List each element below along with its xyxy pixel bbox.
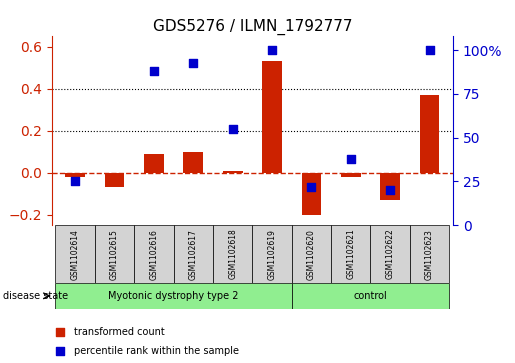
Bar: [420, 95, 439, 173]
FancyBboxPatch shape: [410, 225, 449, 283]
Text: GSM1102615: GSM1102615: [110, 229, 119, 280]
Bar: [144, 154, 164, 173]
FancyBboxPatch shape: [95, 225, 134, 283]
Point: [321, 58, 330, 64]
FancyBboxPatch shape: [291, 283, 449, 309]
Text: disease state: disease state: [3, 291, 67, 301]
FancyBboxPatch shape: [174, 225, 213, 283]
Text: percentile rank within the sample: percentile rank within the sample: [74, 346, 238, 356]
Text: GSM1102619: GSM1102619: [267, 229, 277, 280]
Point: [386, 187, 394, 193]
Bar: [223, 171, 243, 173]
FancyBboxPatch shape: [252, 225, 291, 283]
FancyBboxPatch shape: [291, 225, 331, 283]
Point: [71, 179, 79, 184]
Bar: [183, 152, 203, 173]
Bar: [262, 61, 282, 173]
Text: GSM1102618: GSM1102618: [228, 229, 237, 280]
Bar: [105, 173, 124, 187]
Point: [347, 156, 355, 162]
Point: [189, 60, 197, 65]
Text: Myotonic dystrophy type 2: Myotonic dystrophy type 2: [108, 291, 239, 301]
Text: GSM1102614: GSM1102614: [71, 229, 80, 280]
Title: GDS5276 / ILMN_1792777: GDS5276 / ILMN_1792777: [152, 19, 352, 35]
Text: GSM1102620: GSM1102620: [307, 229, 316, 280]
Text: GSM1102621: GSM1102621: [346, 229, 355, 280]
Point: [150, 68, 158, 74]
FancyBboxPatch shape: [56, 225, 95, 283]
Text: GSM1102623: GSM1102623: [425, 229, 434, 280]
FancyBboxPatch shape: [134, 225, 174, 283]
Point: [307, 184, 316, 189]
Bar: [302, 173, 321, 215]
Bar: [65, 173, 85, 177]
Text: GSM1102622: GSM1102622: [386, 229, 394, 280]
Text: GSM1102616: GSM1102616: [149, 229, 159, 280]
Text: transformed count: transformed count: [74, 327, 164, 337]
FancyBboxPatch shape: [370, 225, 410, 283]
Point: [321, 229, 330, 235]
Point: [229, 126, 237, 132]
Bar: [341, 173, 360, 177]
Text: control: control: [354, 291, 387, 301]
Point: [425, 48, 434, 53]
Point: [268, 48, 276, 53]
Text: GSM1102617: GSM1102617: [189, 229, 198, 280]
FancyBboxPatch shape: [331, 225, 370, 283]
FancyBboxPatch shape: [213, 225, 252, 283]
Bar: [381, 173, 400, 200]
FancyBboxPatch shape: [56, 283, 291, 309]
